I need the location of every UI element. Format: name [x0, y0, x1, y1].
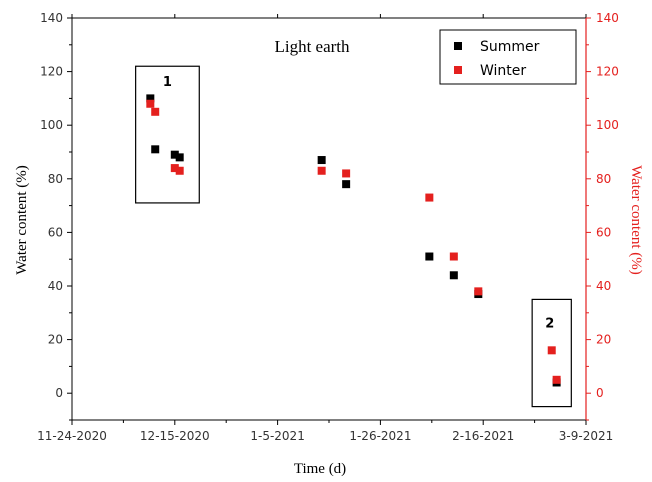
- y-tick-label-right: 80: [596, 172, 611, 186]
- legend: Summer Winter: [439, 29, 577, 85]
- winter-point: [146, 99, 155, 108]
- winter-point: [474, 287, 483, 296]
- winter-point: [170, 164, 179, 173]
- winter-point: [425, 193, 434, 202]
- annotation-box: [135, 65, 200, 204]
- summer-point: [175, 153, 184, 162]
- y-tick-label-right: 120: [596, 65, 619, 79]
- y-tick-label-left: 120: [40, 65, 63, 79]
- winter-point: [317, 166, 326, 175]
- legend-marker: [454, 66, 462, 74]
- summer-point: [342, 180, 351, 189]
- y-axis-title-left: Water content (%): [14, 165, 30, 275]
- chart-title: Light earth: [274, 37, 350, 56]
- y-tick-label-right: 140: [596, 11, 619, 25]
- winter-point: [175, 166, 184, 175]
- winter-point: [552, 375, 561, 384]
- y-tick-label-right: 100: [596, 118, 619, 132]
- x-tick-label: 2-16-2021: [452, 429, 514, 443]
- legend-label: Winter: [480, 63, 526, 79]
- legend-marker: [454, 42, 462, 50]
- y-tick-label-right: 60: [596, 225, 611, 239]
- y-axis-title-right: Water content (%): [628, 165, 644, 275]
- x-axis-title: Time (d): [294, 461, 346, 477]
- y-tick-label-left: 0: [55, 386, 63, 400]
- legend-box: [439, 29, 577, 85]
- y-tick-label-left: 80: [48, 172, 63, 186]
- summer-point: [317, 156, 326, 165]
- x-tick-label: 1-26-2021: [349, 429, 411, 443]
- y-tick-label-left: 100: [40, 118, 63, 132]
- summer-point: [151, 145, 160, 154]
- y-tick-label-left: 40: [48, 279, 63, 293]
- summer-point: [146, 94, 155, 103]
- annotation-box: [531, 298, 572, 408]
- winter-point: [151, 107, 160, 116]
- data-points: [146, 94, 561, 387]
- x-tick-label: 11-24-2020: [37, 429, 107, 443]
- winter-point: [342, 169, 351, 178]
- axes: 11-24-2020 12-15-2020 1-5-2021 1-26-2021 2-1…: [37, 11, 619, 443]
- annotation-boxes: 12: [135, 65, 572, 408]
- annotation-label: 2: [545, 316, 554, 331]
- x-tick-label: 12-15-2020: [140, 429, 210, 443]
- x-tick-label: 1-5-2021: [250, 429, 304, 443]
- winter-point: [449, 252, 458, 261]
- y-tick-label-left: 140: [40, 11, 63, 25]
- summer-point: [425, 252, 434, 261]
- summer-point: [449, 271, 458, 280]
- y-tick-label-right: 20: [596, 333, 611, 347]
- winter-point: [547, 346, 556, 355]
- annotation-label: 1: [163, 75, 172, 90]
- legend-label: Summer: [480, 39, 540, 55]
- y-tick-label-right: 0: [596, 386, 604, 400]
- x-tick-label: 3-9-2021: [559, 429, 613, 443]
- summer-point: [170, 150, 179, 159]
- y-tick-label-left: 60: [48, 225, 63, 239]
- y-tick-label-left: 20: [48, 333, 63, 347]
- y-tick-label-right: 40: [596, 279, 611, 293]
